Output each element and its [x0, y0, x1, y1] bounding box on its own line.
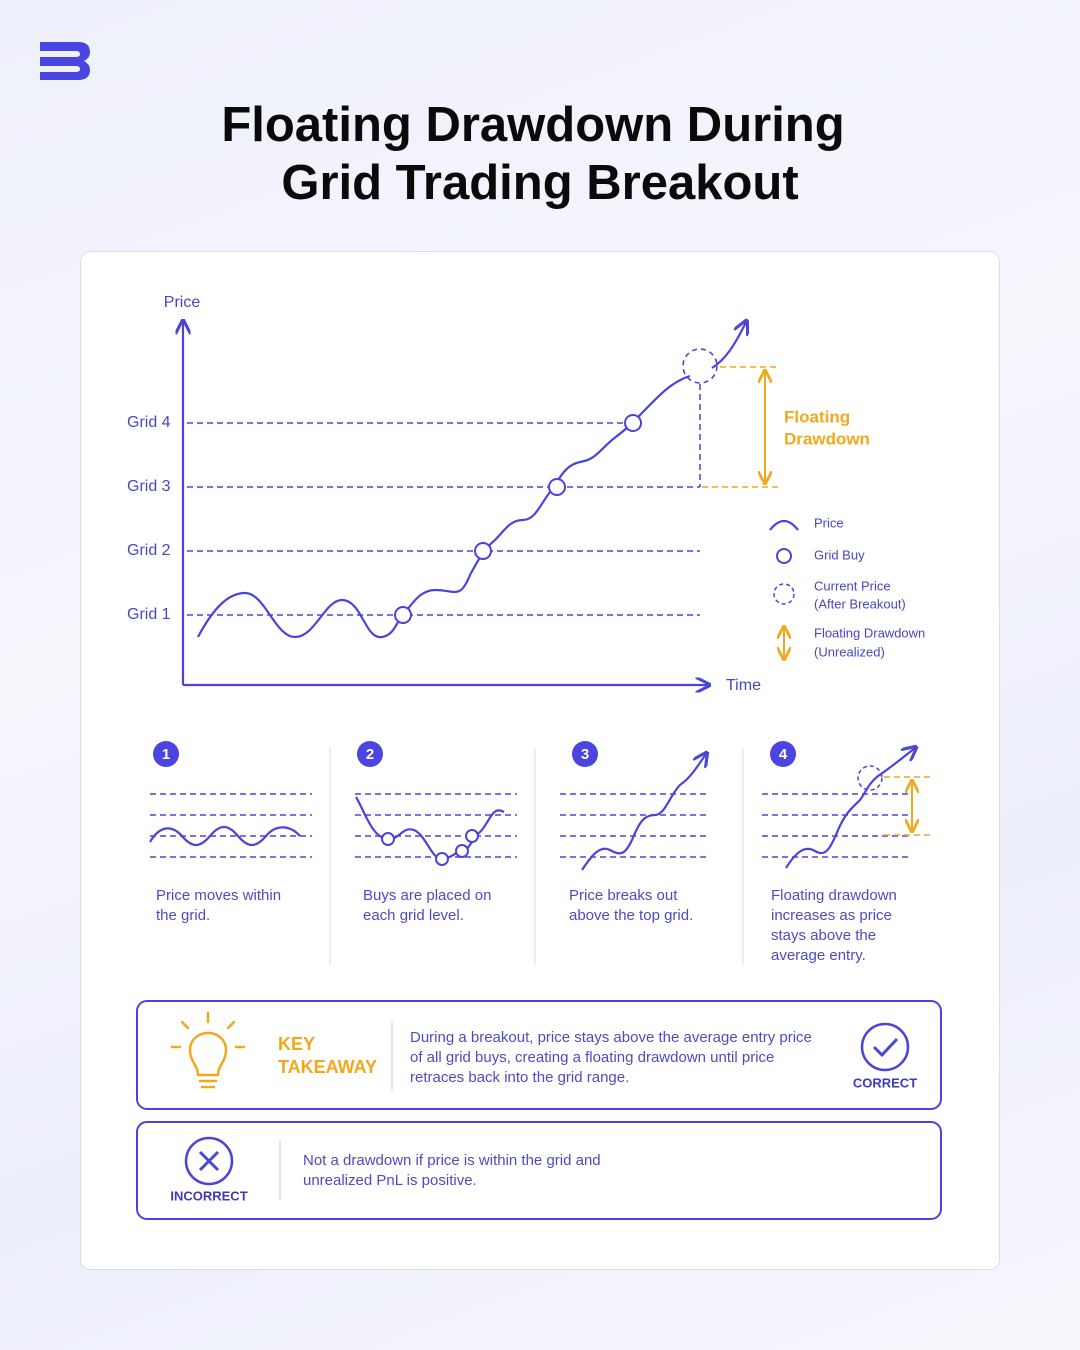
legend-icon — [773, 583, 795, 605]
check-mark — [872, 1037, 899, 1058]
annotation: Floating — [784, 407, 850, 426]
legend-label: Current Price — [814, 578, 891, 593]
legend-label: (Unrealized) — [814, 644, 885, 659]
mini-price — [149, 825, 301, 847]
legend-icon — [776, 548, 792, 564]
incorrect: INCORRECT Not a drawdown if price is wit… — [136, 1121, 942, 1220]
legend-label: Floating Drawdown — [814, 625, 925, 640]
current-price — [682, 348, 718, 384]
mini-price — [581, 754, 706, 871]
mini-grids — [150, 793, 912, 858]
grid-label: Grid 3 — [127, 478, 171, 495]
step-badge — [572, 741, 598, 767]
price-arrow — [711, 322, 746, 369]
takeaway-label: TAKEAWAY — [278, 1057, 377, 1077]
axis-label: Time — [726, 677, 761, 694]
annotation: Drawdown — [784, 429, 870, 448]
steps: 1 Price moves within the grid. 2 Buys are pl… — [149, 741, 930, 965]
badge: CORRECT — [853, 1075, 917, 1090]
step-number: 4 — [779, 746, 788, 763]
takeaway-text: of all grid buys, creating a floating dr… — [410, 1049, 774, 1066]
badge: INCORRECT — [170, 1188, 247, 1203]
key-takeaway: KEY TAKEAWAY During a breakout, price st… — [136, 1000, 942, 1110]
step-number: 3 — [581, 746, 589, 763]
step-text: Buys are placed on — [363, 887, 491, 904]
legend-label: (After Breakout) — [814, 596, 906, 611]
grid-buy — [474, 542, 492, 560]
grid-label: Grid 1 — [127, 606, 171, 623]
x-icon — [184, 1136, 234, 1186]
grid-buy — [548, 478, 566, 496]
incorrect-text: unrealized PnL is positive. — [303, 1172, 477, 1189]
step-text: Price breaks out — [569, 887, 678, 904]
step-badge — [770, 741, 796, 767]
mini-buy — [465, 829, 479, 843]
axis-label: Price — [164, 294, 201, 311]
title: Floating Drawdown During — [221, 98, 844, 152]
legend-label: Grid Buy — [814, 547, 865, 562]
step-text: each grid level. — [363, 907, 464, 924]
takeaway-label: KEY — [278, 1034, 315, 1054]
step-texts: 1 Price moves within the grid. 2 Buys are pl… — [153, 741, 897, 964]
mini-buy — [381, 832, 395, 846]
mini-current — [857, 765, 883, 791]
step-text: stays above the — [771, 927, 876, 944]
check-icon — [860, 1022, 910, 1072]
incorrect-text: Not a drawdown if price is within the gr… — [303, 1152, 601, 1169]
incorrect-box — [136, 1121, 942, 1220]
mini-buy — [455, 844, 469, 858]
step-badge — [153, 741, 179, 767]
grid-label: Grid 4 — [127, 414, 171, 431]
takeaway-text: During a breakout, price stays above the… — [410, 1029, 812, 1046]
legend-icon — [769, 519, 799, 531]
step-text: average entry. — [771, 947, 866, 964]
logo — [40, 42, 90, 80]
x-mark — [198, 1150, 220, 1172]
legend-label: Price — [814, 515, 844, 530]
step-text: above the top grid. — [569, 907, 693, 924]
main-diagram: Price Time Grid 4 Grid 3 Grid 2 Grid 1 F… — [127, 294, 925, 694]
grid-buy — [394, 606, 412, 624]
grid-buy — [624, 414, 642, 432]
grid-label: Grid 2 — [127, 542, 171, 559]
price-line — [197, 374, 691, 639]
takeaway-box — [136, 1000, 942, 1110]
step-badge — [357, 741, 383, 767]
card — [80, 251, 1000, 1270]
takeaway-text: retraces back into the grid range. — [410, 1069, 629, 1086]
step-text: increases as price — [771, 907, 892, 924]
title: Grid Trading Breakout — [281, 156, 798, 210]
step-text: Price moves within — [156, 887, 281, 904]
step-number: 1 — [162, 746, 170, 763]
step-text: the grid. — [156, 907, 210, 924]
step-number: 2 — [366, 746, 374, 763]
mini-buy — [435, 852, 449, 866]
bulb-icon — [170, 1011, 246, 1089]
step-text: Floating drawdown — [771, 887, 897, 904]
